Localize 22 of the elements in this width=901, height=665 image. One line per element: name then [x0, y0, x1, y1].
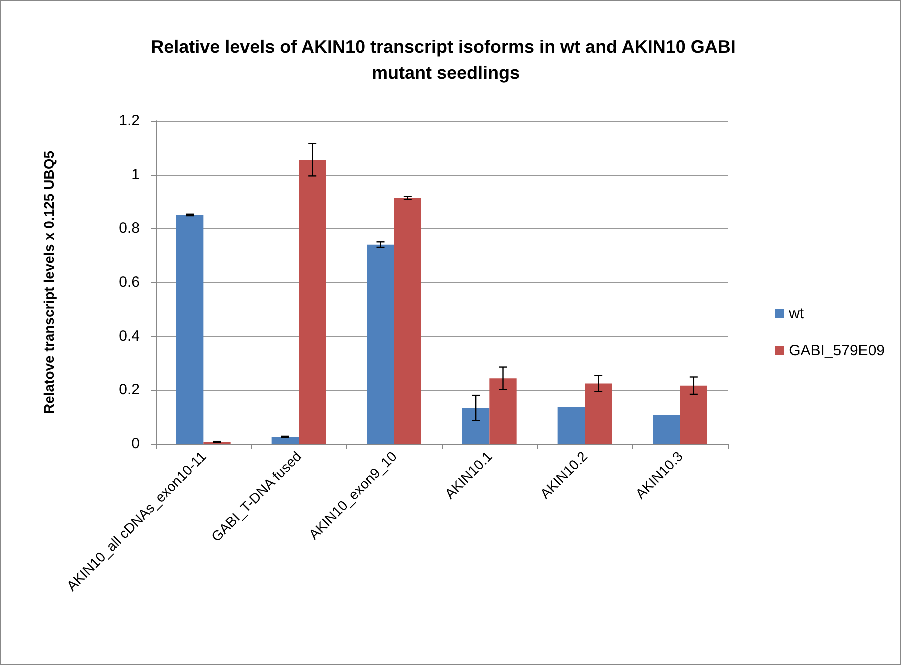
- bar: [653, 415, 680, 444]
- bar: [462, 408, 490, 444]
- bar: [176, 215, 204, 444]
- bar: [394, 198, 422, 444]
- legend-label: GABI_579E09: [789, 342, 886, 360]
- y-tick-label: 0.4: [119, 328, 140, 345]
- y-tick-label: 0: [132, 436, 140, 452]
- bar: [490, 378, 517, 444]
- bar: [272, 437, 299, 444]
- bar: [585, 384, 612, 444]
- y-axis-title: Relatove transcript levels x 0.125 UBQ5: [41, 150, 57, 414]
- y-tick-label: 0.2: [119, 382, 140, 399]
- bar: [367, 244, 394, 444]
- y-tick-label: 0.8: [119, 220, 140, 238]
- chart-title: Relative levels of AKIN10 transcript isoforms in wt and AKIN10 GABI mutant seedlings: [151, 37, 741, 83]
- y-tick-label: 1.2: [119, 112, 140, 130]
- y-tick-label: 0.6: [119, 274, 140, 291]
- y-tick-label: 1: [132, 166, 140, 184]
- bar: [558, 407, 585, 444]
- legend-label: wt: [788, 306, 805, 322]
- bar: [680, 386, 708, 444]
- bar: [299, 160, 326, 444]
